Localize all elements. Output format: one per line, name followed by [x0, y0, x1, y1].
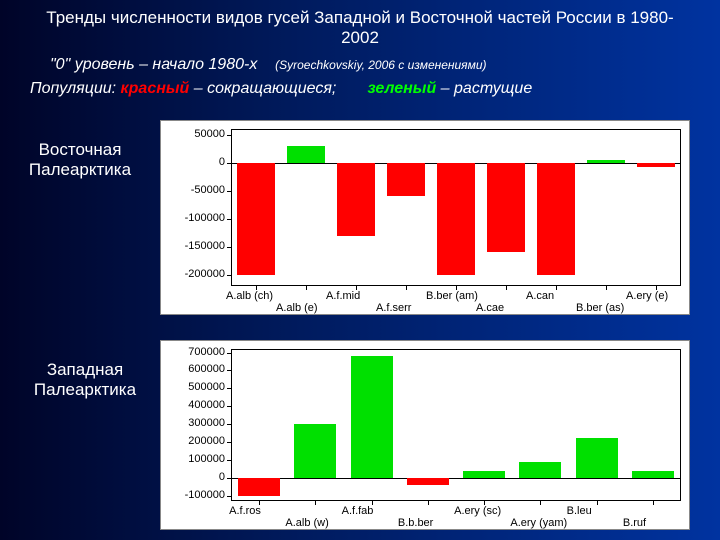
x-tick-label: A.ery (e) — [626, 290, 668, 302]
bar — [587, 160, 625, 163]
bar — [387, 163, 425, 197]
bar — [437, 163, 475, 275]
x-tick-label: A.alb (e) — [276, 302, 318, 314]
x-tick-label: B.b.ber — [398, 517, 433, 529]
x-tick-label: B.ber (am) — [426, 290, 478, 302]
y-tick-label: -50000 — [161, 184, 225, 196]
x-tick-label: A.f.fab — [342, 505, 374, 517]
x-tick-label: A.f.ros — [229, 505, 261, 517]
y-tick-label: -100000 — [161, 489, 225, 501]
x-tick-label: B.ruf — [623, 517, 646, 529]
x-tick-label: A.ery (yam) — [510, 517, 567, 529]
legend-red-suffix: – сокращающиеся; — [189, 80, 336, 97]
x-tick-label: A.alb (ch) — [226, 290, 273, 302]
bar — [238, 478, 280, 496]
x-tick-label: A.can — [526, 290, 554, 302]
citation: (Syroechkovskiy, 2006 с изменениями) — [275, 58, 486, 72]
page-title: Тренды численности видов гусей Западной … — [0, 0, 720, 48]
y-tick-label: 0 — [161, 156, 225, 168]
bar — [237, 163, 275, 275]
legend-green-suffix: – растущие — [436, 80, 532, 97]
y-tick-label: 0 — [161, 471, 225, 483]
y-tick-label: 400000 — [161, 399, 225, 411]
x-tick-label: A.ery (sc) — [454, 505, 501, 517]
y-tick-label: 50000 — [161, 128, 225, 140]
legend-prefix: Популяции: — [30, 80, 116, 97]
y-tick-label: 100000 — [161, 453, 225, 465]
bar — [294, 424, 336, 478]
bar — [351, 356, 393, 478]
bar — [287, 146, 325, 163]
chart-west: 700000 600000 500000 400000 300000 200000 1000… — [160, 340, 690, 530]
bar — [407, 478, 449, 485]
x-tick-label: A.f.mid — [326, 290, 360, 302]
y-tick-label: -150000 — [161, 240, 225, 252]
bar — [576, 438, 618, 477]
x-tick-label: B.leu — [567, 505, 592, 517]
x-tick-label: A.f.serr — [376, 302, 411, 314]
y-tick-label: 200000 — [161, 435, 225, 447]
region-label-west: Западная Палеарктика — [20, 360, 150, 400]
bar — [637, 163, 675, 167]
bar — [537, 163, 575, 275]
chart-east: 500000-50000-100000-150000-200000A.alb (… — [160, 120, 690, 315]
x-tick-label: B.ber (as) — [576, 302, 624, 314]
y-tick-label: -100000 — [161, 212, 225, 224]
bar — [487, 163, 525, 253]
y-tick-label: 300000 — [161, 417, 225, 429]
legend-red: красный — [121, 80, 190, 97]
x-tick-label: A.cae — [476, 302, 504, 314]
y-tick-label: 500000 — [161, 381, 225, 393]
y-tick-label: 700000 — [161, 346, 225, 358]
bar — [519, 462, 561, 478]
y-tick-label: -200000 — [161, 268, 225, 280]
x-tick-label: A.alb (w) — [285, 517, 328, 529]
region-label-east: Восточная Палеарктика — [15, 140, 145, 180]
bar — [337, 163, 375, 236]
subtitle: "0" уровень – начало 1980-х (Syroechkovs… — [0, 48, 720, 74]
y-tick-label: 600000 — [161, 363, 225, 375]
subtitle-zero: "0" уровень – начало 1980-х — [50, 56, 257, 73]
bar — [632, 471, 674, 478]
bar — [463, 471, 505, 478]
legend-green: зеленый — [367, 80, 436, 97]
legend-row: Популяции: красный – сокращающиеся; зеле… — [0, 74, 720, 98]
